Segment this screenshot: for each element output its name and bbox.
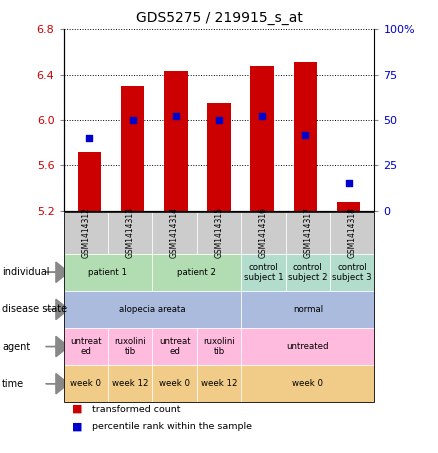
Text: GSM1414313: GSM1414313 [126,207,134,258]
Text: transformed count: transformed count [92,405,180,414]
Text: agent: agent [2,342,30,352]
Text: week 0: week 0 [159,379,190,388]
Text: GDS5275 / 219915_s_at: GDS5275 / 219915_s_at [136,11,302,25]
Bar [293,63,317,211]
Text: ruxolini
tib: ruxolini tib [203,337,235,356]
Point [129,116,136,124]
FancyArrow shape [46,299,69,320]
Text: normal: normal [293,305,323,314]
Text: individual: individual [2,267,49,277]
Bar [121,86,145,211]
Text: GSM1414315: GSM1414315 [215,207,223,258]
FancyArrow shape [46,336,69,357]
Bar [164,72,188,211]
Text: untreated: untreated [286,342,329,351]
Point [259,113,266,120]
Text: patient 1: patient 1 [88,268,127,277]
Text: control
subject 2: control subject 2 [288,263,328,282]
Point [215,116,223,124]
Point [302,131,309,138]
Text: GSM1414316: GSM1414316 [259,207,268,258]
Text: week 0: week 0 [70,379,101,388]
Text: ■: ■ [72,404,83,414]
Text: patient 2: patient 2 [177,268,216,277]
Bar [207,103,231,211]
Text: week 0: week 0 [292,379,323,388]
Point [345,180,352,187]
Text: untreat
ed: untreat ed [70,337,102,356]
Text: ruxolini
tib: ruxolini tib [114,337,146,356]
Text: week 12: week 12 [112,379,148,388]
Bar [250,66,274,211]
Bar [337,202,360,211]
Text: alopecia areata: alopecia areata [119,305,186,314]
Text: time: time [2,379,25,389]
FancyArrow shape [46,373,69,394]
Text: GSM1414317: GSM1414317 [304,207,312,258]
Text: control
subject 3: control subject 3 [332,263,372,282]
Text: GSM1414314: GSM1414314 [170,207,179,258]
Text: disease state: disease state [2,304,67,314]
Point [86,135,93,142]
Bar [78,152,101,211]
Text: untreat
ed: untreat ed [159,337,191,356]
Text: GSM1414318: GSM1414318 [348,207,357,258]
Text: percentile rank within the sample: percentile rank within the sample [92,422,252,431]
FancyArrow shape [46,262,69,283]
Text: GSM1414312: GSM1414312 [81,207,90,258]
Text: control
subject 1: control subject 1 [244,263,283,282]
Point [172,113,179,120]
Text: week 12: week 12 [201,379,237,388]
Text: ■: ■ [72,421,83,431]
